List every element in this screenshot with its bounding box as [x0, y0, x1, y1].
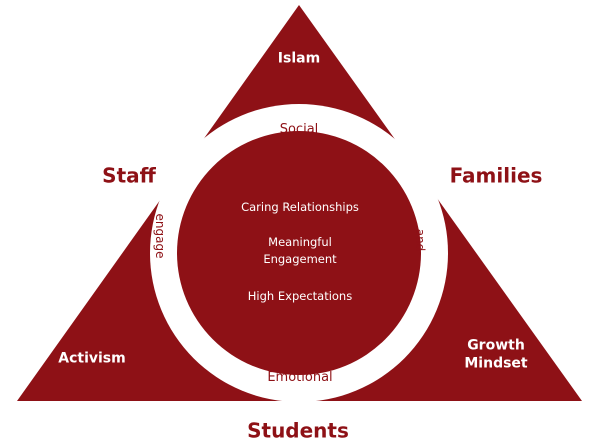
bottom-left-corner-label: Activism	[58, 350, 126, 367]
triangle-top-label: Islam	[277, 50, 321, 67]
bottom-side-label: Students	[247, 418, 349, 443]
inner-item-high-expectations: High Expectations	[247, 288, 353, 303]
ring-left-vertical-label: engage	[153, 213, 167, 259]
left-side-label: Staff	[102, 163, 156, 188]
inner-circle	[177, 131, 421, 375]
right-side-label: Families	[449, 163, 543, 188]
bottom-right-corner-line1: Growth	[467, 337, 525, 354]
ring-right-vertical-label: and	[413, 228, 427, 252]
inner-item-engagement: Engagement	[263, 251, 337, 266]
bottom-right-corner-label: Growth Mindset	[464, 338, 527, 373]
bottom-right-corner-line2: Mindset	[464, 355, 528, 371]
inner-item-caring-relationships: Caring Relationships	[241, 199, 359, 214]
ring-bottom-label: Emotional	[267, 369, 333, 385]
ring-top-label: Social	[279, 121, 319, 137]
inner-item-meaningful: Meaningful	[268, 234, 332, 249]
